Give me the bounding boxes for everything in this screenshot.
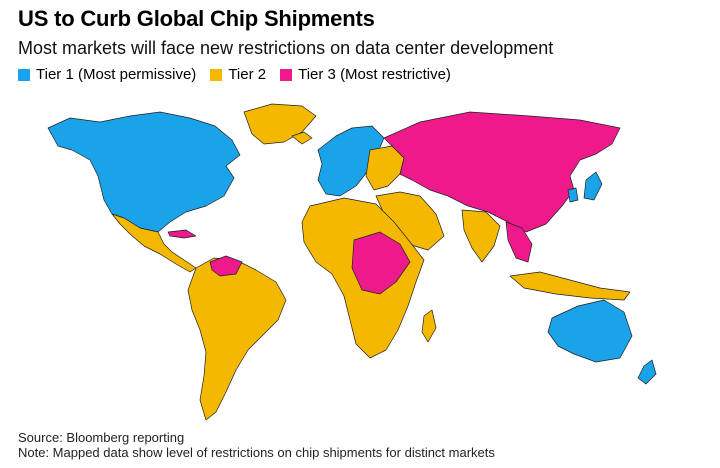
chart-subtitle: Most markets will face new restrictions … (18, 38, 554, 58)
region-indonesia (509, 271, 631, 301)
region-iceland (291, 131, 313, 145)
region-south-america (187, 257, 287, 421)
legend-item-tier2: Tier 2 (210, 66, 266, 83)
region-new-zealand (637, 359, 657, 385)
footer: Source: Bloomberg reporting Note: Mapped… (18, 430, 495, 460)
region-north-america (47, 111, 241, 233)
region-central-africa-tier3 (351, 231, 411, 295)
legend-label-tier3: Tier 3 (Most restrictive) (298, 66, 451, 83)
chart-note: Note: Mapped data show level of restrict… (18, 445, 495, 460)
world-map (47, 103, 657, 421)
region-korea (567, 187, 579, 203)
region-caribbean-tier3 (167, 229, 197, 239)
region-venezuela (209, 255, 243, 277)
region-australia (547, 299, 633, 363)
source-note: Source: Bloomberg reporting (18, 430, 185, 445)
legend-swatch-tier1 (18, 68, 30, 81)
legend-swatch-tier3 (280, 68, 293, 81)
region-madagascar (421, 309, 437, 343)
region-southeast-asia (505, 221, 533, 263)
legend-label-tier2: Tier 2 (228, 66, 267, 83)
region-russia-china (383, 111, 621, 233)
region-japan (583, 171, 603, 201)
legend-item-tier1: Tier 1 (Most permissive) (18, 66, 196, 83)
legend-swatch-tier2 (210, 68, 223, 81)
chart-title: US to Curb Global Chip Shipments (18, 6, 375, 31)
legend-item-tier3: Tier 3 (Most restrictive) (280, 66, 451, 83)
legend-label-tier1: Tier 1 (Most permissive) (36, 66, 197, 83)
legend: Tier 1 (Most permissive) Tier 2 Tier 3 (… (18, 66, 451, 83)
region-india (461, 209, 501, 263)
